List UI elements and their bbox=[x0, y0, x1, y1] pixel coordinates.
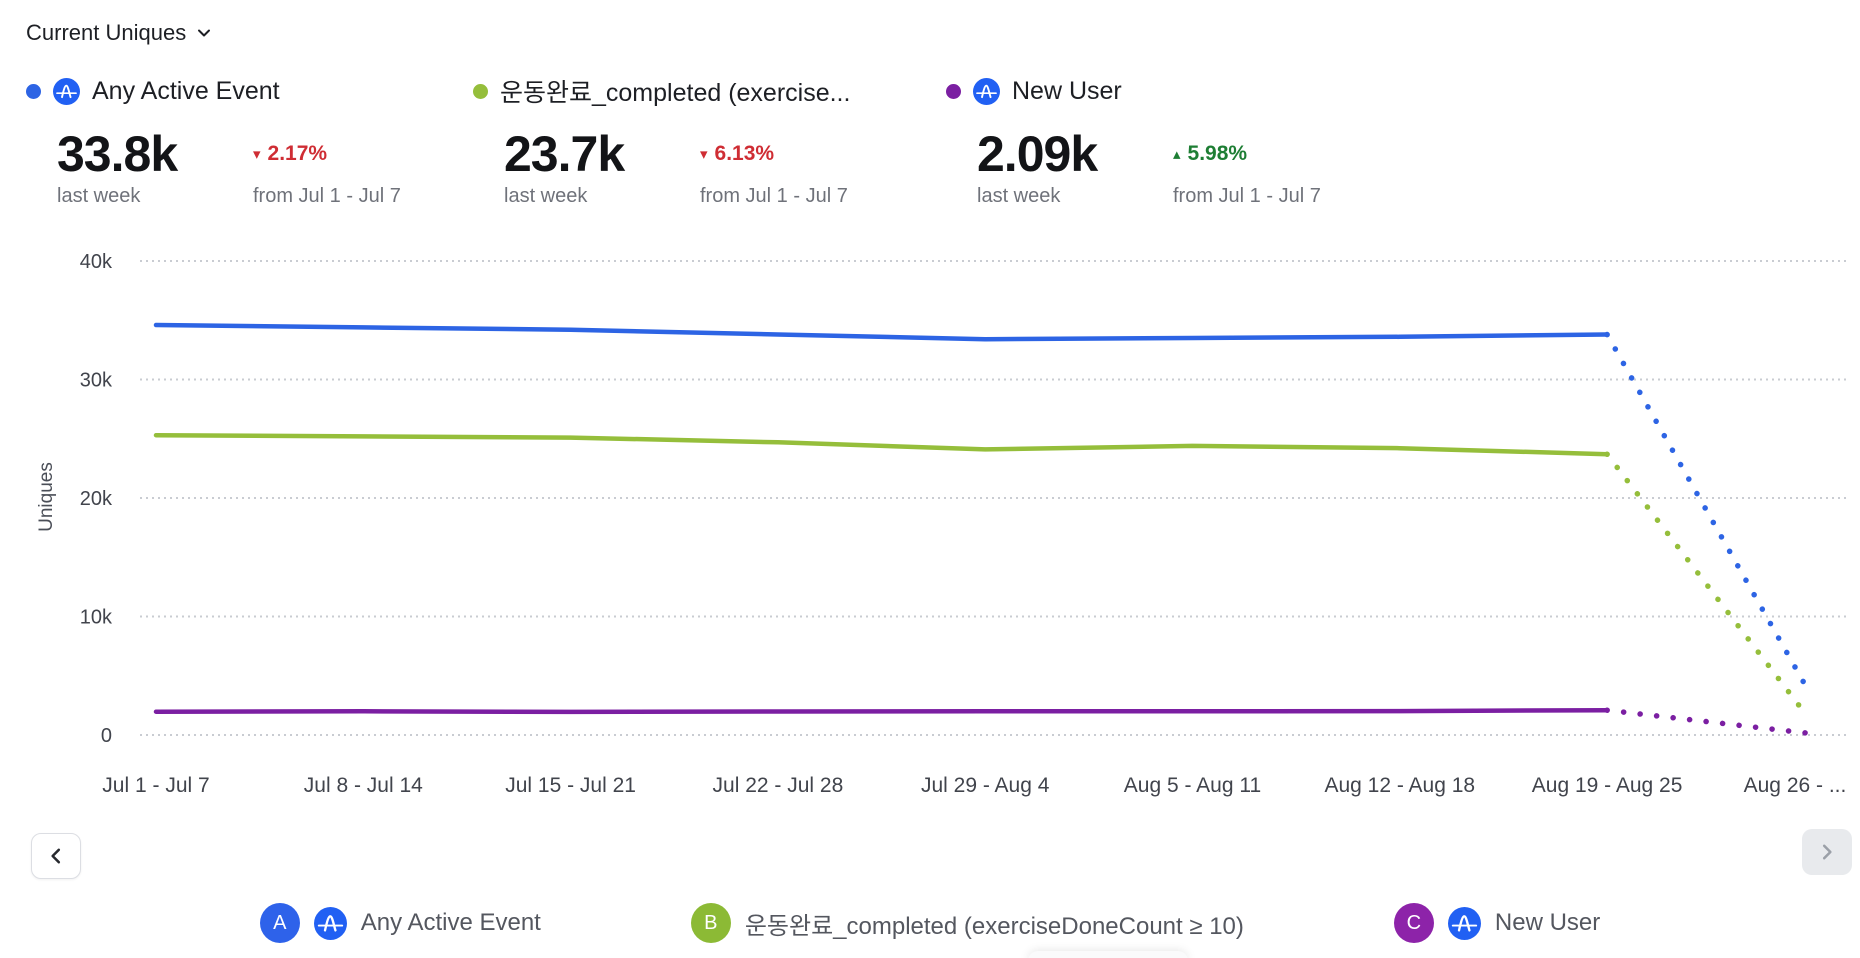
metric-change: ▾ 2.17% bbox=[253, 142, 401, 166]
svg-text:Aug 26 - ...: Aug 26 - ... bbox=[1744, 774, 1847, 797]
metric-title: 운동완료_completed (exercise... bbox=[500, 79, 851, 107]
next-page-button[interactable] bbox=[1802, 829, 1852, 875]
summary-card-new-user[interactable]: New User 2.09k ▴ 5.98% last week from Ju… bbox=[946, 75, 1386, 208]
svg-text:10k: 10k bbox=[80, 607, 113, 629]
metric-selector-dropdown[interactable]: Current Uniques bbox=[26, 20, 212, 46]
metric-period: last week bbox=[977, 185, 1061, 207]
change-percent: 5.98% bbox=[1187, 142, 1248, 165]
legend-badge: A bbox=[259, 903, 300, 943]
svg-text:20k: 20k bbox=[80, 488, 113, 510]
change-baseline: from Jul 1 - Jul 7 bbox=[1173, 185, 1321, 207]
legend-item-any-active-event[interactable]: A Any Active Event bbox=[259, 903, 541, 943]
svg-text:Jul 8 - Jul 14: Jul 8 - Jul 14 bbox=[304, 774, 423, 797]
amplitude-icon bbox=[53, 77, 80, 105]
amplitude-icon bbox=[973, 77, 1000, 105]
svg-text:Jul 15 - Jul 21: Jul 15 - Jul 21 bbox=[505, 774, 636, 797]
metric-change: ▴ 5.98% bbox=[1173, 142, 1321, 166]
legend-label: Any Active Event bbox=[360, 909, 541, 936]
legend-item-new-user[interactable]: C New User bbox=[1393, 903, 1601, 943]
change-percent: 2.17% bbox=[267, 142, 328, 165]
summary-card-any-active-event[interactable]: Any Active Event 33.8k ▾ 2.17% last week… bbox=[26, 75, 466, 208]
legend-label: New User bbox=[1494, 909, 1601, 936]
chevron-right-icon bbox=[1822, 844, 1832, 860]
svg-text:Aug 12 - Aug 18: Aug 12 - Aug 18 bbox=[1324, 774, 1475, 797]
chevron-left-icon bbox=[51, 848, 61, 864]
prev-page-button[interactable] bbox=[31, 833, 81, 879]
svg-text:Aug 19 - Aug 25: Aug 19 - Aug 25 bbox=[1532, 774, 1683, 797]
metric-period: last week bbox=[57, 185, 141, 207]
series-color-dot bbox=[473, 83, 488, 99]
change-triangle-icon: ▴ bbox=[1173, 145, 1181, 163]
svg-text:30k: 30k bbox=[80, 370, 113, 392]
metric-value: 33.8k bbox=[57, 126, 178, 182]
amplitude-icon bbox=[313, 906, 347, 940]
legend-label: 운동완료_completed (exerciseDoneCount ≥ 10) bbox=[744, 912, 1244, 940]
chevron-down-icon bbox=[198, 29, 211, 37]
metric-title: New User bbox=[1012, 76, 1122, 105]
metric-title: Any Active Event bbox=[92, 76, 280, 105]
legend-badge: B bbox=[690, 903, 731, 943]
metric-value: 23.7k bbox=[504, 126, 625, 182]
metric-change: ▾ 6.13% bbox=[700, 142, 848, 166]
series-color-dot bbox=[26, 83, 41, 99]
legend-badge: C bbox=[1393, 903, 1434, 943]
summary-card-exercise-completed[interactable]: 운동완료_completed (exercise... 23.7k ▾ 6.13… bbox=[473, 75, 913, 208]
svg-text:40k: 40k bbox=[80, 251, 113, 273]
svg-text:Jul 1 - Jul 7: Jul 1 - Jul 7 bbox=[102, 774, 209, 797]
metric-value: 2.09k bbox=[977, 126, 1098, 182]
svg-text:0: 0 bbox=[101, 725, 112, 747]
svg-text:Jul 29 - Aug 4: Jul 29 - Aug 4 bbox=[921, 774, 1050, 797]
svg-text:Uniques: Uniques bbox=[36, 462, 57, 532]
bottom-popover-edge bbox=[1028, 951, 1188, 958]
metric-selector-label: Current Uniques bbox=[26, 20, 187, 45]
change-triangle-icon: ▾ bbox=[253, 145, 261, 163]
amplitude-icon bbox=[1447, 906, 1481, 940]
change-baseline: from Jul 1 - Jul 7 bbox=[700, 185, 848, 207]
series-color-dot bbox=[946, 83, 961, 99]
change-triangle-icon: ▾ bbox=[700, 145, 708, 163]
metric-period: last week bbox=[504, 185, 588, 207]
legend-item-exercise-completed[interactable]: B 운동완료_completed (exerciseDoneCount ≥ 10… bbox=[690, 903, 1244, 943]
chart-legend: A Any Active Event B 운동완료_completed (exe… bbox=[0, 903, 1860, 943]
change-percent: 6.13% bbox=[714, 142, 775, 165]
svg-text:Aug 5 - Aug 11: Aug 5 - Aug 11 bbox=[1124, 774, 1261, 797]
svg-text:Jul 22 - Jul 28: Jul 22 - Jul 28 bbox=[713, 774, 844, 797]
change-baseline: from Jul 1 - Jul 7 bbox=[253, 185, 401, 207]
